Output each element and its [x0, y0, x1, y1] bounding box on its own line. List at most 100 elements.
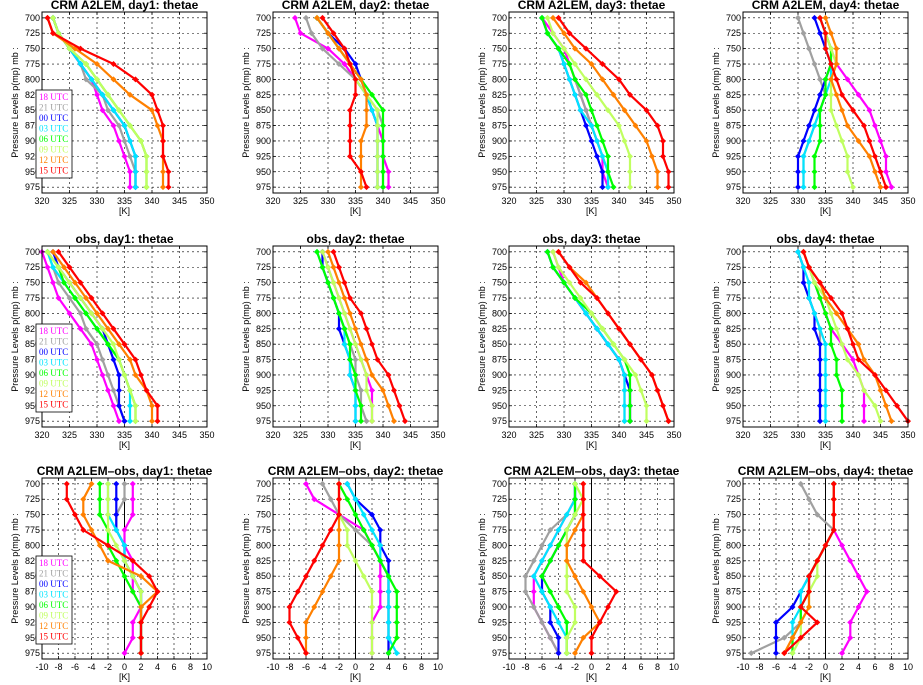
data-point — [380, 184, 386, 191]
data-point — [154, 588, 161, 595]
data-point — [50, 30, 56, 37]
tick-label-y: 875 — [256, 121, 271, 131]
data-point — [817, 122, 823, 129]
data-point — [94, 61, 100, 68]
data-point — [374, 153, 381, 160]
data-point — [113, 496, 120, 503]
data-point — [605, 107, 611, 114]
tick-label-y: 800 — [256, 308, 271, 318]
data-point — [327, 573, 334, 580]
data-point — [555, 14, 562, 21]
data-point — [583, 279, 589, 286]
data-point — [129, 634, 136, 641]
data-point — [50, 264, 56, 271]
data-point — [522, 573, 529, 580]
data-point — [800, 30, 807, 37]
subplot-title: CRM A2LEM–obs, day4: thetae — [738, 464, 914, 478]
data-point — [806, 279, 812, 286]
data-point — [855, 371, 862, 378]
data-point — [588, 603, 595, 610]
tick-label-x: 330 — [556, 196, 571, 206]
data-point — [336, 480, 342, 487]
tick-label-x: 320 — [265, 430, 280, 440]
data-point — [127, 184, 133, 191]
data-point — [105, 387, 111, 394]
data-point — [66, 279, 73, 286]
data-point — [341, 279, 348, 286]
data-point — [855, 341, 862, 348]
data-point — [577, 107, 584, 114]
data-point — [594, 153, 600, 160]
tick-label-y: 800 — [726, 540, 741, 550]
data-point — [369, 107, 375, 114]
data-point — [572, 76, 578, 83]
data-point — [105, 496, 111, 503]
tick-label-y: 775 — [256, 293, 271, 303]
tick-label-y: 925 — [726, 151, 741, 161]
tick-label-y: 825 — [25, 324, 40, 334]
data-point — [811, 107, 818, 114]
data-point — [352, 91, 359, 98]
data-point — [110, 61, 117, 68]
tick-label-y: 850 — [726, 571, 741, 581]
data-point — [385, 603, 392, 610]
data-point — [160, 168, 166, 175]
data-point — [385, 184, 392, 191]
data-point — [314, 248, 320, 255]
tick-label-y: 700 — [256, 247, 271, 257]
data-point — [294, 588, 301, 595]
data-point — [44, 14, 51, 21]
data-point — [308, 30, 315, 37]
data-point — [550, 264, 556, 271]
data-point — [665, 168, 672, 175]
data-point — [385, 588, 392, 595]
data-point — [377, 542, 384, 549]
tick-label-y: 800 — [726, 308, 741, 318]
tick-label-x: -4 — [788, 662, 796, 672]
data-point — [539, 619, 545, 626]
data-point — [325, 248, 331, 255]
data-point — [77, 61, 84, 68]
tick-label-y: 725 — [492, 28, 507, 38]
data-point — [369, 527, 375, 534]
tick-label-y: 800 — [25, 308, 40, 318]
data-point — [583, 91, 589, 98]
data-point — [795, 14, 801, 21]
data-point — [828, 325, 834, 332]
data-point — [358, 387, 364, 394]
subplot-title: CRM A2LEM–obs, day2: thetae — [268, 464, 444, 478]
data-point — [610, 91, 617, 98]
data-point — [839, 650, 845, 657]
data-point — [828, 61, 834, 68]
data-point — [806, 603, 812, 610]
tick-label-y: 950 — [25, 401, 40, 411]
data-point — [110, 76, 117, 83]
data-point — [160, 137, 166, 144]
tick-label-y: 825 — [256, 90, 271, 100]
data-point — [599, 325, 606, 332]
data-point — [654, 168, 661, 175]
tick-label-y: 975 — [256, 648, 271, 658]
data-point — [50, 248, 56, 255]
data-point — [336, 45, 342, 52]
tick-label-y: 875 — [25, 121, 40, 131]
legend-box — [35, 89, 73, 179]
data-point — [830, 480, 837, 487]
data-point — [866, 153, 873, 160]
data-point — [369, 511, 375, 518]
y-axis-label: Pressure Levels p(mp) mb : — [10, 513, 20, 624]
data-point — [94, 91, 100, 98]
data-point — [347, 107, 353, 114]
data-point — [99, 325, 106, 332]
subplot-12: CRM A2LEM–obs, day4: thetae -10 -8 -6 -4 -2 0 2… — [711, 464, 914, 682]
tick-label-y: 900 — [726, 136, 741, 146]
tick-label-y: 975 — [256, 182, 271, 192]
data-point — [347, 295, 353, 302]
data-point — [369, 619, 375, 626]
data-point — [632, 122, 639, 129]
data-point — [789, 619, 796, 626]
data-point — [143, 168, 150, 175]
tick-label-y: 800 — [256, 74, 271, 84]
tick-label-x: -4 — [87, 662, 95, 672]
